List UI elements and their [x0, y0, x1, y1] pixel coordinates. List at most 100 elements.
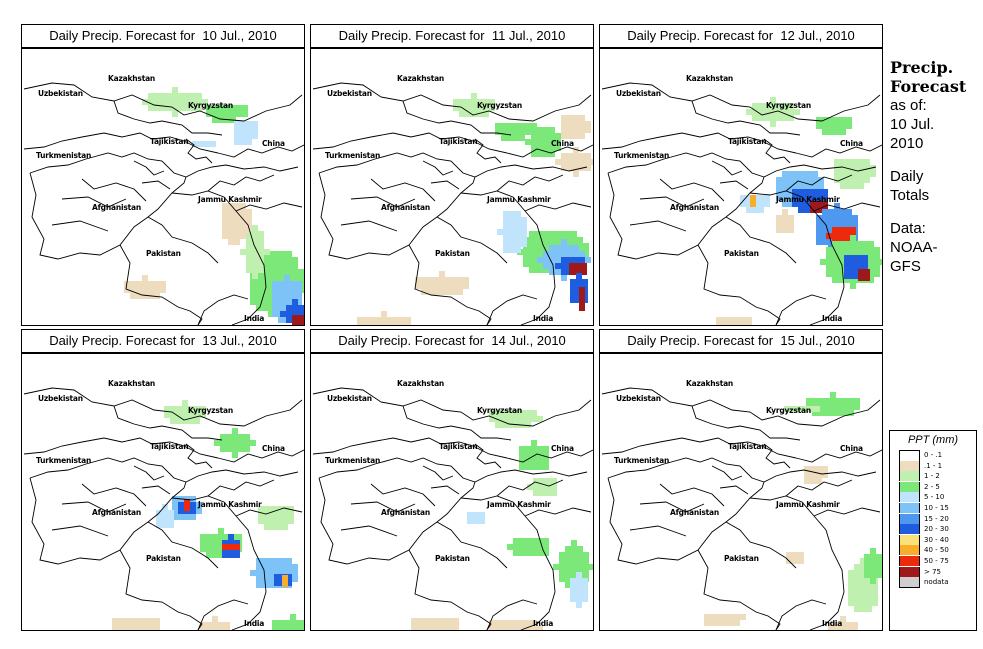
- legend-item: 1 - 2: [890, 471, 976, 482]
- pakistan-label: Pakistan: [146, 554, 181, 563]
- boundary-line: [629, 178, 725, 232]
- precip-area: [411, 618, 459, 630]
- jammu-kashmir-label: Jammu Kashmir: [486, 500, 551, 509]
- map-canvas: Uzbekistan Kazakhstan Kyrgyzstan Tajikistan…: [601, 74, 882, 325]
- precip-area: [184, 499, 190, 511]
- boundary-line: [408, 244, 492, 325]
- uzbekistan-label: Uzbekistan: [38, 89, 83, 98]
- uzbekistan-label: Uzbekistan: [327, 89, 372, 98]
- afghanistan-label: Afghanistan: [670, 508, 719, 517]
- asof-year: 2010: [890, 135, 924, 152]
- boundary-line: [813, 202, 881, 212]
- precip-area: [570, 572, 588, 608]
- boundary-line: [775, 599, 827, 630]
- side-heading: Precip.: [890, 58, 954, 77]
- boundary-line: [486, 294, 538, 325]
- boundary-line: [235, 507, 303, 517]
- afghanistan-label: Afghanistan: [381, 508, 430, 517]
- legend-item: 30 - 40: [890, 534, 976, 546]
- pakistan-label: Pakistan: [146, 249, 181, 258]
- boundary-line: [601, 437, 797, 459]
- tajikistan-label: Tajikistan: [439, 137, 477, 146]
- kyrgyzstan-label: Kyrgyzstan: [766, 406, 811, 415]
- boundary-line: [113, 405, 223, 441]
- legend-swatch: [899, 524, 920, 535]
- precip-area: [750, 195, 756, 207]
- legend-swatch: [899, 481, 920, 492]
- boundary-line: [23, 387, 303, 427]
- forecast-panel-3: Daily Precip. Forecast for 12 Jul., 2010…: [599, 24, 883, 326]
- boundary-line: [207, 479, 275, 497]
- boundary-line: [436, 216, 508, 264]
- legend-item: 20 - 30: [890, 524, 976, 535]
- uzbekistan-label: Uzbekistan: [327, 394, 372, 403]
- boundary-line: [197, 294, 249, 325]
- tajikistan-label: Tajikistan: [150, 442, 188, 451]
- precip-area: [704, 614, 746, 626]
- precip-area: [784, 406, 820, 412]
- afghanistan-label: Afghanistan: [670, 203, 719, 212]
- boundary-line: [813, 507, 881, 517]
- boundary-line: [601, 132, 797, 154]
- boundary-line: [185, 138, 213, 164]
- legend-label: .1 - 1: [924, 461, 943, 470]
- jammu-kashmir-label: Jammu Kashmir: [775, 500, 840, 509]
- precip-area: [776, 209, 794, 233]
- precip-map: Uzbekistan Kazakhstan Kyrgyzstan Tajikistan…: [21, 353, 305, 631]
- boundary-line: [601, 82, 881, 122]
- boundary-line: [506, 144, 593, 158]
- tajikistan-label: Tajikistan: [728, 137, 766, 146]
- pakistan-label: Pakistan: [435, 249, 470, 258]
- boundary-line: [23, 132, 219, 154]
- legend-swatch: [899, 577, 920, 589]
- turkmenistan-label: Turkmenistan: [614, 151, 669, 160]
- precip-area: [282, 575, 288, 587]
- totals-label: Daily: [890, 168, 924, 185]
- kyrgyzstan-label: Kyrgyzstan: [188, 406, 233, 415]
- precip-area: [786, 552, 804, 564]
- pakistan-label: Pakistan: [435, 554, 470, 563]
- legend-label: 30 - 40: [924, 535, 949, 544]
- boundary-line: [119, 244, 203, 325]
- afghanistan-label: Afghanistan: [381, 203, 430, 212]
- totals-label: Totals: [890, 187, 930, 204]
- panel-title: Daily Precip. Forecast for 12 Jul., 2010: [599, 24, 883, 48]
- turkmenistan-label: Turkmenistan: [325, 456, 380, 465]
- precip-map: Uzbekistan Kazakhstan Kyrgyzstan Tajikistan…: [21, 48, 305, 326]
- india-label: India: [244, 314, 264, 323]
- legend-swatch: [899, 492, 920, 503]
- boundary-line: [697, 244, 781, 325]
- precip-area: [240, 225, 270, 279]
- china-label: China: [262, 139, 285, 148]
- boundary-line: [506, 449, 593, 463]
- boundary-line: [29, 172, 187, 260]
- legend-item: 15 - 20: [890, 513, 976, 525]
- boundary-line: [607, 477, 765, 565]
- kyrgyzstan-label: Kyrgyzstan: [477, 101, 522, 110]
- legend-item: 2 - 5: [890, 481, 976, 493]
- boundary-line: [23, 437, 219, 459]
- boundary-line: [524, 507, 592, 517]
- boundary-line: [197, 599, 249, 630]
- kyrgyzstan-label: Kyrgyzstan: [477, 406, 522, 415]
- panel-title: Daily Precip. Forecast for 14 Jul., 2010: [310, 329, 594, 353]
- boundary-line: [133, 160, 171, 190]
- precip-area: [519, 440, 549, 470]
- china-label: China: [551, 444, 574, 453]
- boundary-line: [763, 443, 791, 469]
- legend-swatch: [899, 545, 920, 556]
- legend-label: 1 - 2: [924, 472, 940, 481]
- uzbekistan-label: Uzbekistan: [616, 89, 661, 98]
- boundary-line: [119, 549, 203, 630]
- boundary-line: [785, 174, 853, 192]
- precip-area: [834, 159, 876, 189]
- side-info: Precip. Forecast as of: 10 Jul. 2010 Dai…: [890, 58, 980, 276]
- legend-item: > 75: [890, 566, 976, 578]
- precip-area: [192, 141, 216, 147]
- precip-area: [864, 548, 882, 584]
- boundary-line: [436, 521, 508, 569]
- legend-swatch: [899, 566, 920, 577]
- precip-area: [415, 271, 469, 295]
- boundary-line: [691, 405, 801, 441]
